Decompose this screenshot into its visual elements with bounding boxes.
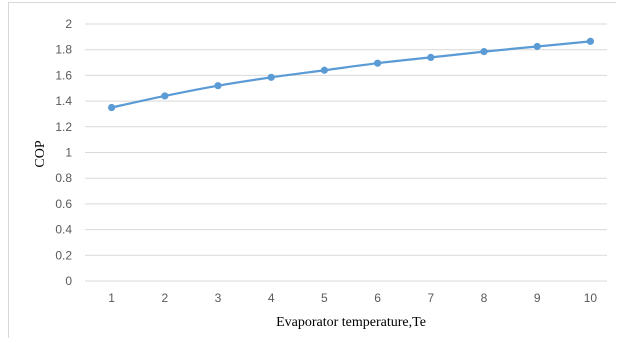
x-tick-label: 6 xyxy=(374,291,381,305)
data-point xyxy=(161,92,169,100)
y-axis-title: COP xyxy=(33,140,48,167)
y-tick-label: 0.6 xyxy=(55,197,72,211)
y-tick-labels: 0 0.2 0.4 0.6 0.8 1 1.2 1.4 1.6 1.8 2 xyxy=(55,17,72,288)
y-tick-label: 1.8 xyxy=(55,43,72,57)
x-tick-label: 1 xyxy=(108,291,115,305)
x-tick-label: 9 xyxy=(534,291,541,305)
gridlines xyxy=(85,23,607,282)
y-tick-label: 1.2 xyxy=(55,120,72,134)
data-point xyxy=(214,82,222,90)
series-line xyxy=(111,40,591,109)
x-tick-label: 10 xyxy=(584,291,598,305)
data-point xyxy=(480,48,488,56)
x-tick-label: 3 xyxy=(215,291,222,305)
data-point xyxy=(533,42,541,51)
x-tick-label: 7 xyxy=(427,291,434,305)
x-tick-label: 8 xyxy=(481,291,488,305)
chart-frame xyxy=(8,2,616,338)
data-point xyxy=(586,37,595,45)
y-tick-label: 1.4 xyxy=(55,94,72,108)
y-tick-label: 0.4 xyxy=(55,223,72,237)
x-tick-label: 5 xyxy=(321,291,328,305)
x-tick-label: 2 xyxy=(161,291,168,305)
data-point xyxy=(427,53,435,62)
data-point xyxy=(267,73,275,81)
data-point xyxy=(374,59,382,67)
y-tick-label: 0.8 xyxy=(55,171,72,185)
data-point xyxy=(320,66,328,74)
series-layer xyxy=(108,37,595,112)
data-point xyxy=(108,103,116,112)
x-tick-label: 4 xyxy=(268,291,275,305)
y-tick-label: 1.6 xyxy=(55,68,72,82)
x-tick-labels: 1 2 3 4 5 6 7 8 9 10 xyxy=(108,291,597,305)
y-tick-label: 0.2 xyxy=(55,248,72,262)
x-axis-title: Evaporator temperature,Te xyxy=(276,315,426,330)
y-tick-label: 0 xyxy=(65,274,72,288)
y-tick-label: 2 xyxy=(65,17,72,31)
y-tick-label: 1 xyxy=(65,146,72,160)
